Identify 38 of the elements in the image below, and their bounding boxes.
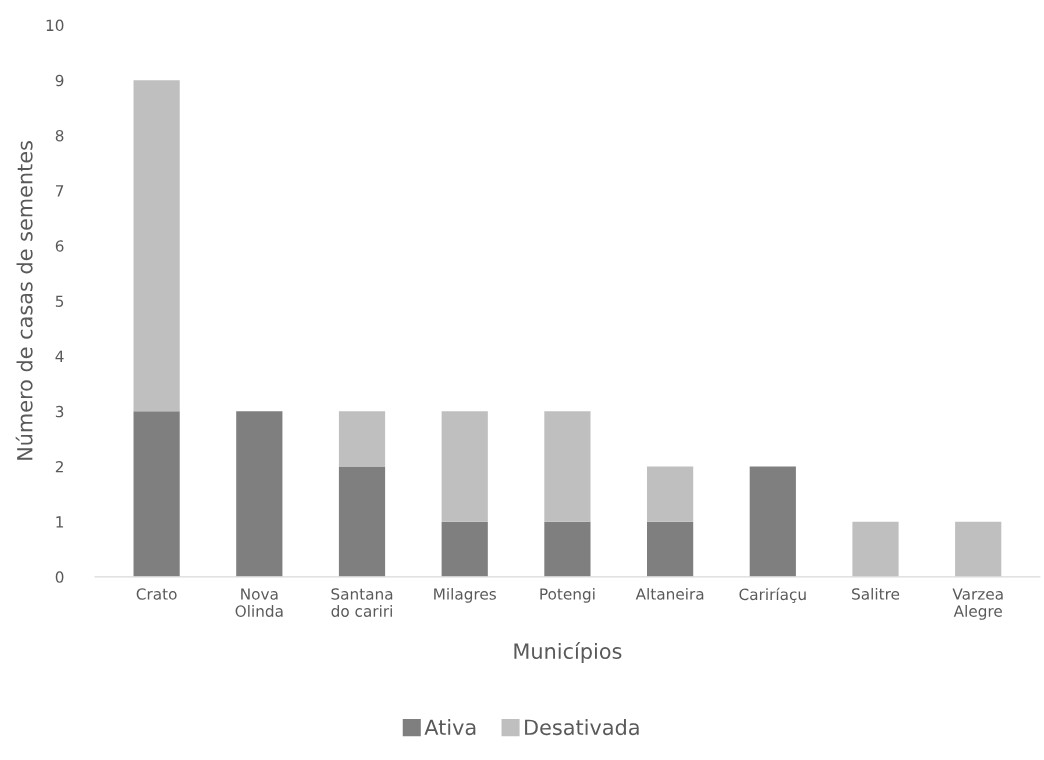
bar	[441, 521, 488, 577]
x-tick-label: Altaneira	[635, 587, 704, 600]
x-tick-label: Salitre	[852, 587, 900, 600]
y-tick-label: 7	[55, 185, 64, 197]
y-tick-label: 3	[55, 405, 64, 418]
bar	[852, 521, 899, 577]
x-axis-title: Municípios	[514, 642, 622, 664]
y-axis-title: Número de casas de sementes	[15, 141, 33, 460]
y-tick-label: 5	[55, 295, 64, 307]
x-tick-label: Crato	[136, 588, 177, 600]
y-tick-label: 1	[56, 516, 64, 528]
x-tick-label: Potengi	[540, 587, 595, 603]
bar	[338, 411, 386, 467]
y-tick-label: 9	[55, 74, 64, 87]
bar	[133, 80, 180, 412]
y-tick-label: 2	[55, 460, 63, 473]
bar	[441, 411, 488, 522]
bar	[236, 411, 283, 577]
x-tick-label: Cariríaçu	[739, 587, 806, 603]
bar	[133, 411, 180, 577]
bar	[749, 466, 796, 577]
y-tick-label: 8	[55, 129, 64, 142]
x-tick-label: Milagres	[434, 587, 496, 603]
legend-label: Ativa	[424, 719, 476, 736]
y-tick-label: 6	[55, 240, 64, 252]
x-tick-label: Varzea Alegre	[952, 588, 1003, 620]
bar	[338, 466, 386, 577]
y-tick-label: 0	[55, 571, 64, 583]
x-tick-label: Nova Olinda	[235, 588, 283, 617]
y-tick-label: 4	[55, 350, 64, 362]
y-tick-label: 10	[46, 19, 64, 32]
bar	[647, 466, 694, 522]
bar	[544, 521, 591, 577]
x-tick-label: Santana do cariri	[331, 588, 393, 617]
bar	[955, 521, 1002, 577]
bar	[544, 411, 591, 522]
bar	[647, 521, 694, 577]
legend-label: Desativada	[525, 719, 639, 736]
